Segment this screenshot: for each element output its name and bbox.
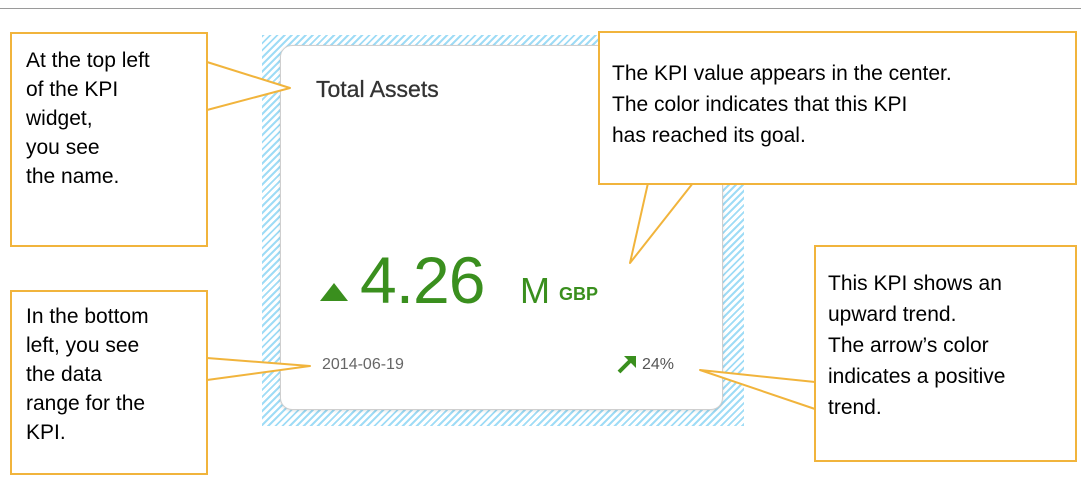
kpi-value-currency: GBP [559,284,599,304]
kpi-trend-percent: 24% [642,356,675,373]
arrow-up-right-icon [617,356,636,374]
kpi-date-range: 2014-06-19 [322,356,404,373]
up-triangle-icon [320,283,348,301]
kpi-value-number: 4.26 [360,243,485,317]
callout-date-range: In the bottom left, you see the data ran… [10,290,208,475]
callout-value: The KPI value appears in the center. The… [598,31,1077,185]
kpi-value-unit: M [520,270,550,311]
callout-name: At the top left of the KPI widget, you s… [10,32,208,247]
kpi-title: Total Assets [316,76,439,102]
callout-trend: This KPI shows an upward trend. The arro… [814,245,1077,462]
top-divider [0,8,1081,9]
